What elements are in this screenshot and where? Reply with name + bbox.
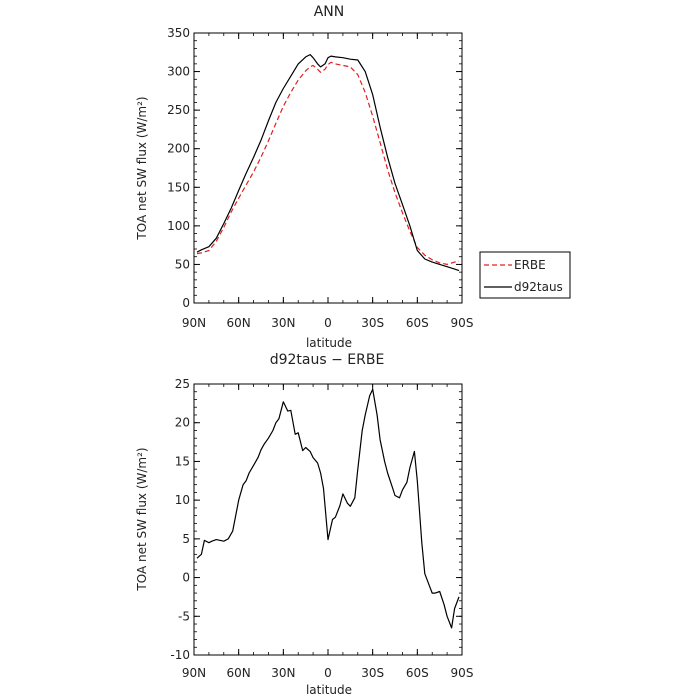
- x-tick-label: 30S: [361, 316, 384, 330]
- plot-frame: [193, 32, 463, 304]
- chart-title: d92taus − ERBE: [270, 352, 385, 368]
- x-tick-label: 60S: [406, 666, 429, 680]
- x-axis-label: latitude: [306, 336, 352, 350]
- x-tick-label: 0: [324, 666, 332, 680]
- y-tick-label: 300: [167, 65, 190, 79]
- x-axis: 90N 60N 30N 0 30S 60S 90S: [182, 384, 474, 680]
- y-axis-label: TOA net SW flux (W/m²): [135, 447, 149, 591]
- y-tick-label: 150: [167, 180, 190, 194]
- x-axis: 90N 60N 30N 0 30S 60S 90S: [182, 33, 474, 330]
- y-tick-label: 5: [182, 532, 190, 546]
- legend-box: [479, 251, 571, 299]
- chart-title: ANN: [314, 4, 345, 20]
- x-tick-label: 0: [324, 316, 332, 330]
- x-tick-label: 60N: [227, 666, 251, 680]
- legend-label-erbe: ERBE: [514, 258, 546, 272]
- chart-panel-annual: ANN 0 50 100 150 200 250 300 350 90N 60N 30N 0 30S 6…: [135, 4, 473, 350]
- y-tick-label: 20: [175, 416, 190, 430]
- x-tick-label: 90N: [182, 316, 206, 330]
- series-line-difference: [196, 388, 460, 629]
- chart-panel-difference: d92taus − ERBE -10 -5 0 5 10 15 20 25 90N 60N 30N…: [135, 352, 473, 697]
- y-tick-label: 0: [182, 296, 190, 310]
- x-tick-label: 60S: [406, 316, 429, 330]
- x-axis-label: latitude: [306, 683, 352, 697]
- y-tick-label: 250: [167, 103, 190, 117]
- legend-label-d92taus: d92taus: [514, 280, 563, 294]
- series-line-erbe: [196, 61, 460, 265]
- y-tick-label: 350: [167, 26, 190, 40]
- series-layer: [196, 388, 460, 629]
- series-layer: [196, 54, 460, 272]
- x-tick-label: 30N: [271, 666, 295, 680]
- x-tick-label: 90S: [451, 666, 474, 680]
- series-line-d92taus: [196, 54, 460, 272]
- x-tick-label: 60N: [227, 316, 251, 330]
- plot-frame: [193, 383, 463, 656]
- x-tick-label: 90S: [451, 316, 474, 330]
- x-tick-label: 90N: [182, 666, 206, 680]
- y-tick-label: 200: [167, 142, 190, 156]
- y-tick-label: 15: [175, 454, 190, 468]
- legend: ERBE d92taus: [479, 251, 571, 299]
- y-axis-label: TOA net SW flux (W/m²): [135, 96, 149, 240]
- y-axis: 0 50 100 150 200 250 300 350: [167, 26, 462, 310]
- y-tick-label: 25: [175, 377, 190, 391]
- y-tick-label: 10: [175, 493, 190, 507]
- x-tick-label: 30N: [271, 316, 295, 330]
- y-tick-label: 100: [167, 219, 190, 233]
- x-tick-label: 30S: [361, 666, 384, 680]
- y-tick-label: 0: [182, 571, 190, 585]
- y-tick-label: -10: [170, 648, 190, 662]
- y-tick-label: -5: [178, 609, 190, 623]
- y-axis: -10 -5 0 5 10 15 20 25: [170, 377, 462, 662]
- y-tick-label: 50: [175, 257, 190, 271]
